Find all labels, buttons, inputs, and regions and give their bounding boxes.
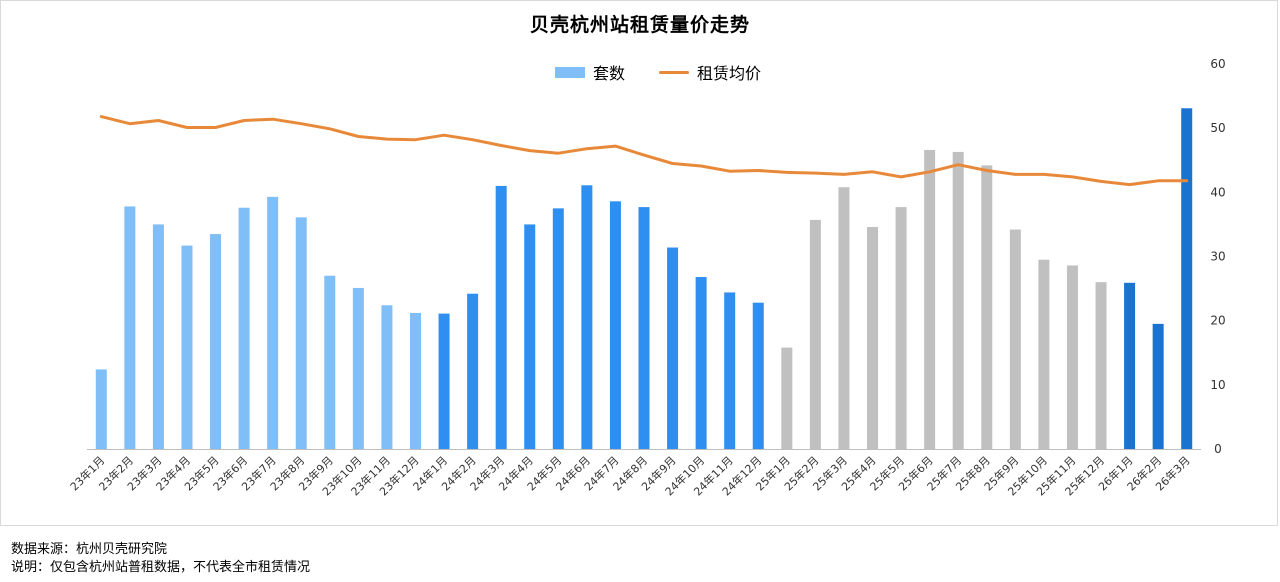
legend-item-line: 租赁均价 <box>659 60 761 84</box>
bar <box>981 165 993 449</box>
bar <box>152 224 164 449</box>
y-tick-label: 30 <box>1210 250 1225 264</box>
bar <box>1124 282 1136 449</box>
chart-plot: 010203040506023年1月23年2月23年3月23年4月23年5月23… <box>67 57 1226 498</box>
bar <box>1095 282 1107 449</box>
bar <box>524 224 536 449</box>
bar <box>95 369 107 449</box>
bar <box>181 245 193 449</box>
bar <box>124 206 136 449</box>
bar <box>1038 259 1050 449</box>
bar <box>352 287 364 449</box>
bar <box>495 185 507 449</box>
bar <box>238 207 250 449</box>
bar <box>552 208 564 449</box>
price-line <box>99 115 1189 187</box>
bar <box>838 187 850 449</box>
bar <box>667 247 679 449</box>
legend-item-bars: 套数 <box>555 60 625 84</box>
bar <box>952 151 964 450</box>
bar <box>781 347 793 449</box>
y-tick-label: 20 <box>1210 314 1225 328</box>
legend-swatch-line <box>659 70 690 74</box>
bar <box>1009 229 1021 449</box>
footer-note: 说明：仅包含杭州站普租数据，不代表全市租赁情况 <box>11 560 311 575</box>
y-tick-label: 0 <box>1214 442 1222 456</box>
bar <box>467 293 479 449</box>
bar <box>867 226 879 449</box>
bar <box>895 207 907 449</box>
bar <box>210 234 222 449</box>
bar <box>1066 265 1078 449</box>
y-tick-label: 60 <box>1210 57 1225 71</box>
chart-title: 贝壳杭州站租赁量价走势 <box>529 14 750 36</box>
y-tick-label: 40 <box>1210 185 1225 199</box>
bar <box>695 277 707 449</box>
bar <box>1181 108 1193 450</box>
bar <box>638 207 650 449</box>
legend: 套数 租赁均价 <box>555 60 795 84</box>
bar <box>581 185 593 449</box>
bar <box>438 313 450 449</box>
footer: 数据来源：杭州贝壳研究院 说明：仅包含杭州站普租数据，不代表全市租赁情况 <box>11 541 310 577</box>
y-tick-label: 50 <box>1210 121 1225 135</box>
bar <box>381 305 393 449</box>
legend-label-bars: 套数 <box>593 64 626 83</box>
bar <box>724 292 736 449</box>
bar <box>809 219 821 449</box>
bar <box>267 196 279 449</box>
bar <box>409 312 421 449</box>
bar <box>295 217 307 449</box>
bar <box>924 149 936 449</box>
bar <box>609 201 621 449</box>
bar <box>752 302 764 449</box>
bar <box>324 275 336 449</box>
footer-source: 数据来源：杭州贝壳研究院 <box>11 542 168 557</box>
legend-label-line: 租赁均价 <box>697 64 762 83</box>
bar <box>1152 323 1164 449</box>
legend-swatch-bar <box>555 66 585 78</box>
y-tick-label: 10 <box>1210 378 1225 392</box>
